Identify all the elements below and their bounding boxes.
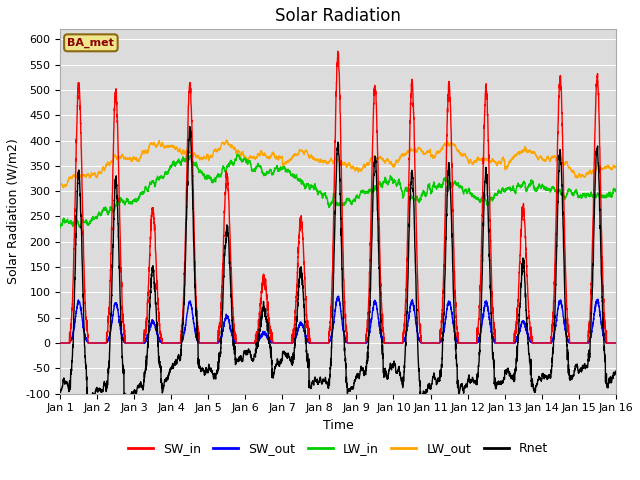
Text: BA_met: BA_met — [67, 37, 115, 48]
Y-axis label: Solar Radiation (W/m2): Solar Radiation (W/m2) — [7, 139, 20, 284]
X-axis label: Time: Time — [323, 419, 353, 432]
Title: Solar Radiation: Solar Radiation — [275, 7, 401, 25]
Legend: SW_in, SW_out, LW_in, LW_out, Rnet: SW_in, SW_out, LW_in, LW_out, Rnet — [123, 437, 553, 460]
